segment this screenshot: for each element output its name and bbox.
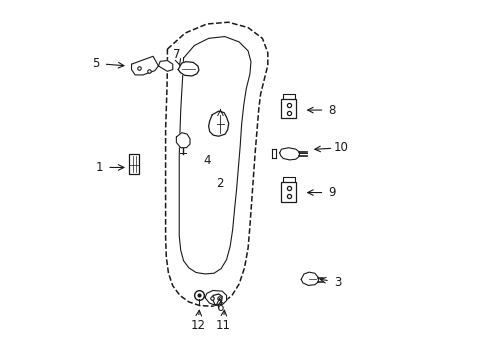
Text: 3: 3 [333, 276, 341, 289]
Polygon shape [283, 177, 294, 182]
Text: 5: 5 [92, 57, 99, 70]
Text: 6: 6 [215, 301, 223, 314]
Text: 12: 12 [190, 319, 205, 332]
Polygon shape [301, 272, 318, 285]
Text: 11: 11 [215, 319, 230, 332]
Polygon shape [131, 56, 158, 75]
Polygon shape [158, 60, 172, 71]
Text: 10: 10 [333, 141, 348, 154]
FancyBboxPatch shape [129, 154, 139, 174]
Polygon shape [208, 111, 228, 136]
Text: 2: 2 [215, 177, 223, 190]
Text: 7: 7 [172, 48, 180, 61]
Polygon shape [283, 94, 294, 99]
Polygon shape [204, 291, 226, 306]
Polygon shape [279, 148, 299, 160]
Polygon shape [178, 62, 199, 76]
Text: 4: 4 [203, 154, 210, 167]
Text: 1: 1 [95, 161, 103, 174]
Polygon shape [212, 294, 222, 305]
Text: 9: 9 [328, 186, 335, 199]
Polygon shape [176, 133, 190, 148]
Text: 8: 8 [328, 104, 335, 117]
FancyBboxPatch shape [281, 99, 296, 118]
FancyBboxPatch shape [281, 182, 296, 202]
